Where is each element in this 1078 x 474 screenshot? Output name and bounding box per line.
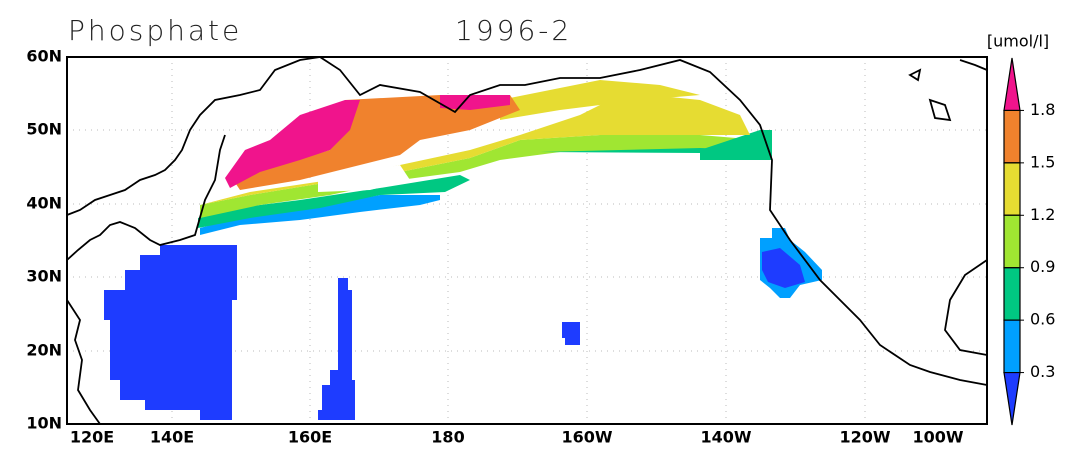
lon-label: 140E <box>150 428 194 447</box>
title: Phosphate <box>68 14 242 47</box>
period: 1996-2 <box>455 14 572 47</box>
colorbar-swatch <box>1003 57 1021 112</box>
map-frame <box>66 56 988 425</box>
colorbar-label: 1.5 <box>1030 152 1055 171</box>
lon-label: 100W <box>912 428 963 447</box>
lon-label: 160W <box>561 428 612 447</box>
lon-label: 180 <box>431 428 464 447</box>
colorbar-swatch <box>1003 162 1021 216</box>
lat-label: 30N <box>26 267 62 286</box>
lat-label: 50N <box>26 120 62 139</box>
lon-label: 140W <box>700 428 751 447</box>
lon-label: 120E <box>70 428 114 447</box>
colorbar-label: 0.6 <box>1030 310 1055 329</box>
lat-axis: 60N 50N 40N 30N 20N 10N <box>26 47 62 433</box>
lat-label: 10N <box>26 414 62 433</box>
phosphate-field <box>104 80 822 420</box>
colorbar-swatch <box>1003 319 1021 374</box>
lon-label: 120W <box>839 428 890 447</box>
colorbar-label: 0.9 <box>1030 257 1055 276</box>
lat-label: 40N <box>26 194 62 213</box>
colorbar-swatch <box>1003 109 1021 164</box>
colorbar-label: 1.8 <box>1030 100 1055 119</box>
unit: [umol/l] <box>987 32 1049 51</box>
colorbar-swatch <box>1003 371 1021 426</box>
colorbar: 1.8 1.5 1.2 0.9 0.6 0.3 <box>1003 57 1055 426</box>
lon-axis: 120E 140E 160E 180 160W 140W 120W 100W <box>70 428 964 447</box>
colorbar-swatch <box>1003 267 1021 321</box>
lat-label: 60N <box>26 47 62 66</box>
coastline <box>66 56 988 425</box>
colorbar-swatch <box>1003 214 1021 269</box>
colorbar-label: 1.2 <box>1030 205 1055 224</box>
lat-label: 20N <box>26 341 62 360</box>
colorbar-label: 0.3 <box>1030 362 1055 381</box>
lon-label: 160E <box>288 428 332 447</box>
